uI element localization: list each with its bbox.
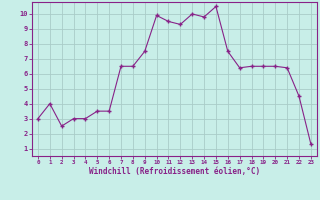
X-axis label: Windchill (Refroidissement éolien,°C): Windchill (Refroidissement éolien,°C)	[89, 167, 260, 176]
